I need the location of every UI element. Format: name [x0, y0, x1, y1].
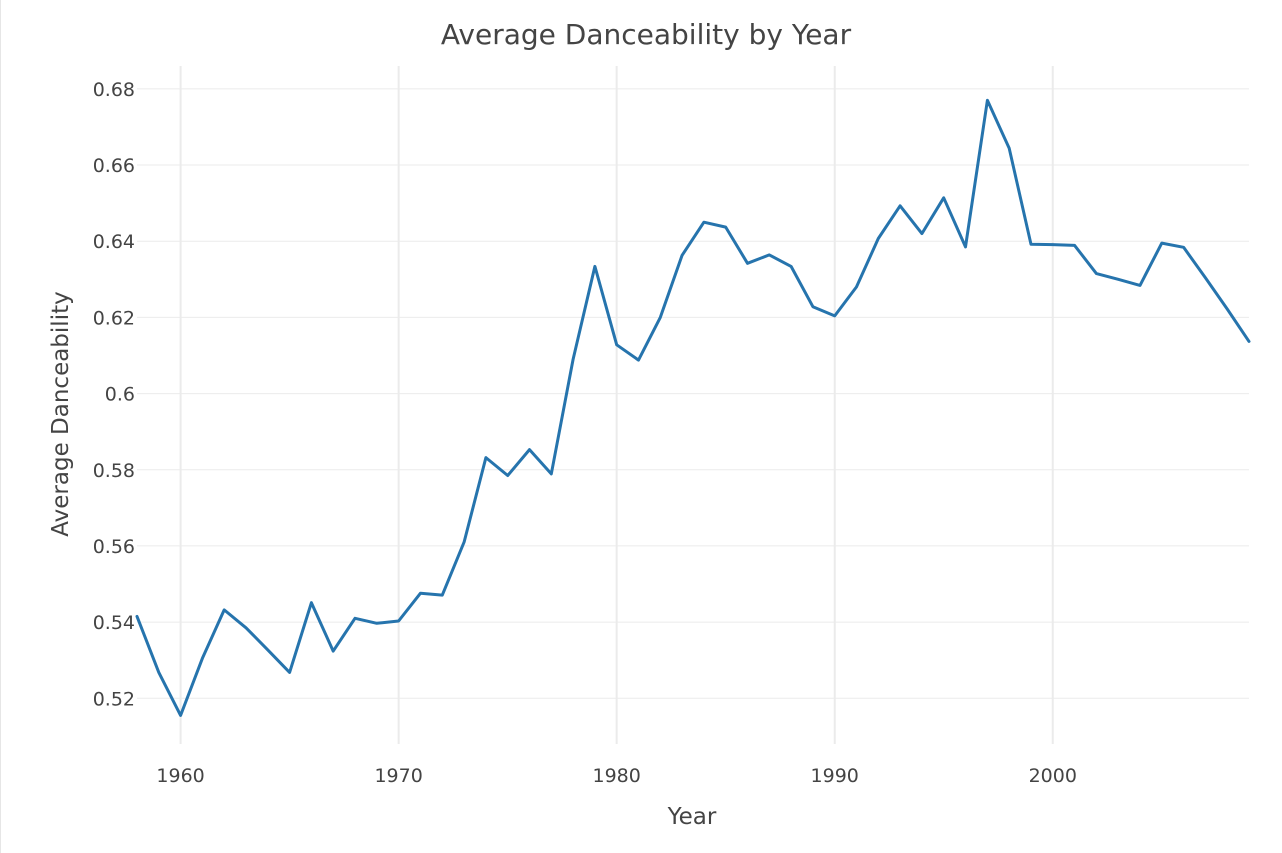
x-tick-label: 1970 [374, 765, 422, 787]
y-tick-label: 0.56 [93, 536, 135, 558]
x-axis-title: Year [667, 804, 717, 830]
x-tick-label: 2000 [1029, 765, 1077, 787]
danceability-line [135, 98, 1251, 717]
x-tick-label: 1990 [811, 765, 859, 787]
y-tick-label: 0.52 [93, 688, 135, 710]
y-tick-label: 0.62 [93, 307, 135, 329]
y-tick-label: 0.68 [93, 79, 135, 101]
y-tick-label: 0.64 [93, 231, 135, 253]
tick-labels: 0.52 0.54 0.56 0.58 0.6 0.62 0.64 0.66 0.68 1960 1… [93, 79, 1077, 787]
grid [137, 66, 1249, 744]
y-tick-label: 0.66 [93, 155, 135, 177]
y-axis-title: Average Danceability [48, 291, 74, 536]
x-tick-label: 1960 [156, 765, 204, 787]
y-tick-label: 0.58 [93, 460, 135, 482]
series-layer [135, 98, 1251, 717]
chart-title: Average Danceability by Year [441, 18, 852, 51]
y-tick-label: 0.6 [105, 384, 135, 406]
y-tick-label: 0.54 [93, 612, 135, 634]
x-tick-label: 1980 [593, 765, 641, 787]
